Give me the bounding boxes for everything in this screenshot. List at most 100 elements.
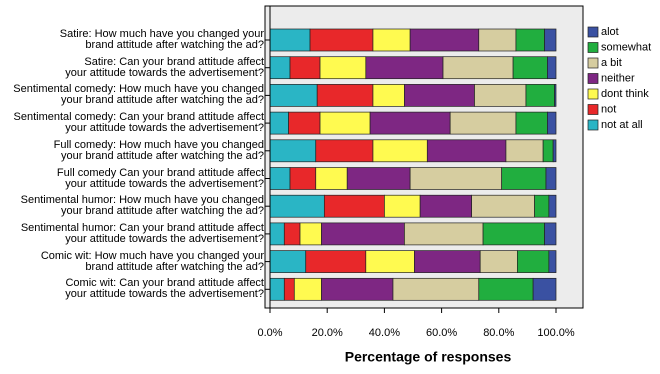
legend-swatch — [587, 73, 599, 84]
legend-swatch — [587, 119, 599, 131]
bar-segment — [501, 167, 547, 190]
bar-segment — [409, 28, 480, 52]
bar-segment — [346, 167, 411, 190]
y-tick-label: Comic wit: Can your brand attitude affec… — [65, 277, 264, 301]
legend-label: somewhat — [601, 41, 651, 53]
bar-segment — [548, 250, 557, 273]
legend-label: alot — [601, 26, 619, 38]
bar-segment — [534, 194, 550, 218]
y-tick-label: Satire: Can your brand attitude affect y… — [65, 55, 264, 79]
bar-segment — [384, 194, 421, 218]
bar-segment — [515, 111, 548, 135]
bar-segment — [309, 28, 374, 52]
bar-segment — [479, 250, 518, 273]
bar-segment — [482, 222, 545, 246]
bar-segment — [283, 277, 295, 301]
y-tick-label: Full comedy: How much have you changed y… — [53, 138, 264, 162]
legend-swatch — [587, 104, 599, 115]
bar-segment — [365, 56, 444, 80]
bar-segment — [288, 111, 321, 135]
legend-swatch — [587, 88, 599, 100]
bar-segment — [525, 84, 555, 107]
bar-segment — [289, 167, 317, 190]
bar-segment — [269, 277, 285, 301]
bar-segment — [269, 167, 291, 190]
legend-label: neither — [601, 72, 635, 84]
y-tick-label: Full comedy Can your brand attitude affe… — [56, 166, 264, 190]
x-tick-label: 60.0% — [426, 327, 457, 339]
bar-segment — [372, 139, 428, 163]
legend-label: not — [601, 103, 616, 115]
y-tick-label: Sentimental comedy: Can your brand attit… — [13, 111, 265, 135]
bar-segment — [321, 222, 405, 246]
x-axis-title: Percentage of responses — [345, 349, 512, 365]
bar-segment — [426, 139, 507, 163]
bar-segment — [512, 56, 548, 80]
y-tick-label: Comic wit: How much have you changed you… — [40, 249, 264, 273]
x-tick-label: 0.0% — [257, 327, 282, 339]
bar-segment — [319, 56, 367, 80]
bar-segment — [369, 111, 451, 135]
bar-segment — [449, 111, 517, 135]
bar-segment — [414, 250, 481, 273]
legend-swatch — [587, 42, 599, 53]
bar-segment — [545, 167, 557, 190]
y-tick-label: Sentimental comedy: How much have you ch… — [13, 83, 264, 107]
bar-segment — [299, 222, 322, 246]
bar-segment — [269, 84, 318, 107]
x-tick-label: 100.0% — [537, 327, 575, 339]
y-tick-label: Sentimental humor: Can your brand attitu… — [20, 221, 264, 245]
bar-segment — [548, 194, 557, 218]
legend-swatch — [587, 57, 599, 69]
bar-segment — [269, 139, 317, 163]
bar-segment — [269, 222, 285, 246]
bar-segment — [269, 111, 289, 135]
bar-segment — [372, 28, 411, 52]
bar-segment — [471, 194, 535, 218]
y-tick-label: Sentimental humor: How much have you cha… — [20, 194, 264, 218]
x-tick-label: 40.0% — [369, 327, 400, 339]
bar-segment — [544, 222, 557, 246]
bar-segment — [372, 84, 405, 107]
bar-segment — [542, 139, 554, 163]
bar-segment — [404, 222, 484, 246]
bar-segment — [505, 139, 544, 163]
legend-label: not at all — [601, 119, 643, 131]
bar-segment — [515, 28, 545, 52]
bar-segment — [474, 84, 527, 107]
bar-segment — [478, 277, 534, 301]
bar-segment — [532, 277, 557, 301]
bar-segment — [315, 167, 348, 190]
x-tick-label: 20.0% — [312, 327, 343, 339]
bar-segment — [419, 194, 472, 218]
bar-segment — [554, 84, 557, 107]
bar-segment — [315, 139, 374, 163]
y-tick-label: Satire: How much have you changed your b… — [59, 28, 264, 51]
bar-segment — [305, 250, 367, 273]
bar-segment — [517, 250, 550, 273]
legend-label: a bit — [601, 57, 622, 69]
bar-segment — [289, 56, 321, 80]
bar-segment — [323, 194, 385, 218]
bar-segment — [321, 277, 394, 301]
bar-segment — [392, 277, 480, 301]
legend-swatch — [587, 26, 599, 38]
bar-segment — [283, 222, 301, 246]
bar-segment — [552, 139, 557, 163]
bar-segment — [547, 111, 557, 135]
bar-segment — [404, 84, 475, 107]
bar-segment — [365, 250, 415, 273]
bar-segment — [269, 250, 307, 273]
bar-segment — [409, 167, 503, 190]
bar-segment — [269, 194, 325, 218]
bar-segment — [478, 28, 517, 52]
bar-segment — [442, 56, 514, 80]
bar-segment — [544, 28, 557, 52]
bar-segment — [319, 111, 371, 135]
x-tick-label: 80.0% — [483, 327, 514, 339]
bar-segment — [293, 277, 322, 301]
bar-segment — [316, 84, 374, 107]
legend-label: dont think — [601, 88, 649, 100]
